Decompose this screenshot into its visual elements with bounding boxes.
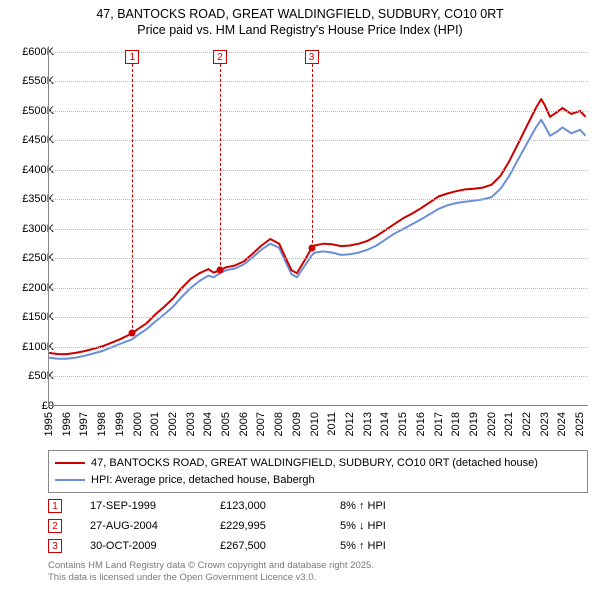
x-tick-label: 2007 [255, 412, 267, 436]
legend: 47, BANTOCKS ROAD, GREAT WALDINGFIELD, S… [48, 450, 588, 493]
x-tick-label: 2023 [539, 412, 551, 436]
marker-price: £123,000 [220, 500, 340, 512]
x-tick-label: 1998 [96, 412, 108, 436]
gridline-h [49, 317, 588, 318]
x-tick-label: 2020 [486, 412, 498, 436]
gridline-h [49, 81, 588, 82]
marker-pct: 8% ↑ HPI [340, 500, 500, 512]
marker-price: £229,995 [220, 520, 340, 532]
marker-date: 17-SEP-1999 [90, 500, 220, 512]
footer-line2: This data is licensed under the Open Gov… [48, 572, 374, 584]
x-tick-label: 2000 [132, 412, 144, 436]
sale-marker-box: 3 [305, 50, 319, 64]
sale-marker-dot [217, 267, 224, 274]
x-tick-label: 2022 [521, 412, 533, 436]
legend-swatch [55, 462, 85, 464]
marker-table-row: 2 27-AUG-2004£229,9955% ↓ HPI [48, 516, 500, 536]
gridline-h [49, 170, 588, 171]
gridline-h [49, 199, 588, 200]
x-tick-label: 2019 [468, 412, 480, 436]
sale-marker-dot [308, 245, 315, 252]
marker-number-box: 2 [48, 519, 62, 533]
chart-plot-area: 1 2 3 [48, 46, 588, 406]
x-tick-label: 2018 [450, 412, 462, 436]
legend-item: HPI: Average price, detached house, Babe… [55, 472, 581, 489]
x-tick-label: 2016 [415, 412, 427, 436]
legend-label: HPI: Average price, detached house, Babe… [91, 472, 315, 489]
gridline-h [49, 347, 588, 348]
marker-pct: 5% ↓ HPI [340, 520, 500, 532]
sale-marker-line [132, 64, 133, 333]
legend-label: 47, BANTOCKS ROAD, GREAT WALDINGFIELD, S… [91, 455, 538, 472]
sale-marker-box: 2 [213, 50, 227, 64]
gridline-h [49, 258, 588, 259]
marker-pct: 5% ↑ HPI [340, 540, 500, 552]
sale-marker-line [220, 64, 221, 270]
sale-marker-box: 1 [125, 50, 139, 64]
gridline-h [49, 229, 588, 230]
sale-marker-line [312, 64, 313, 248]
gridline-h [49, 288, 588, 289]
x-tick-label: 2003 [185, 412, 197, 436]
marker-number-box: 1 [48, 499, 62, 513]
chart-title: 47, BANTOCKS ROAD, GREAT WALDINGFIELD, S… [0, 0, 600, 39]
chart-lines [49, 46, 589, 406]
x-tick-label: 2011 [326, 412, 338, 436]
marker-number-box: 3 [48, 539, 62, 553]
chart-container: 47, BANTOCKS ROAD, GREAT WALDINGFIELD, S… [0, 0, 600, 590]
x-tick-label: 2015 [397, 412, 409, 436]
x-tick-label: 1999 [114, 412, 126, 436]
x-tick-label: 2021 [503, 412, 515, 436]
gridline-h [49, 140, 588, 141]
x-tick-label: 2012 [344, 412, 356, 436]
gridline-h [49, 111, 588, 112]
series-line [49, 120, 586, 359]
x-tick-label: 2004 [202, 412, 214, 436]
x-tick-label: 2017 [433, 412, 445, 436]
marker-date: 27-AUG-2004 [90, 520, 220, 532]
x-tick-label: 2009 [291, 412, 303, 436]
x-tick-label: 2002 [167, 412, 179, 436]
x-tick-label: 2008 [273, 412, 285, 436]
x-tick-label: 2013 [362, 412, 374, 436]
marker-table-row: 3 30-OCT-2009£267,5005% ↑ HPI [48, 536, 500, 556]
marker-price: £267,500 [220, 540, 340, 552]
x-tick-label: 2014 [379, 412, 391, 436]
series-line [49, 99, 586, 354]
footer: Contains HM Land Registry data © Crown c… [48, 560, 374, 585]
x-tick-label: 2006 [238, 412, 250, 436]
title-line2: Price paid vs. HM Land Registry's House … [0, 22, 600, 38]
sale-marker-dot [129, 330, 136, 337]
x-tick-label: 2010 [309, 412, 321, 436]
legend-item: 47, BANTOCKS ROAD, GREAT WALDINGFIELD, S… [55, 455, 581, 472]
legend-swatch [55, 479, 85, 481]
x-tick-label: 2025 [574, 412, 586, 436]
gridline-h [49, 376, 588, 377]
x-tick-label: 1997 [78, 412, 90, 436]
sale-markers-table: 1 17-SEP-1999£123,0008% ↑ HPI 2 27-AUG-2004… [48, 496, 500, 556]
x-tick-label: 2005 [220, 412, 232, 436]
x-tick-label: 2024 [556, 412, 568, 436]
x-tick-label: 1995 [43, 412, 55, 436]
footer-line1: Contains HM Land Registry data © Crown c… [48, 560, 374, 572]
marker-table-row: 1 17-SEP-1999£123,0008% ↑ HPI [48, 496, 500, 516]
x-tick-label: 2001 [149, 412, 161, 436]
title-line1: 47, BANTOCKS ROAD, GREAT WALDINGFIELD, S… [0, 6, 600, 22]
marker-date: 30-OCT-2009 [90, 540, 220, 552]
x-tick-label: 1996 [61, 412, 73, 436]
